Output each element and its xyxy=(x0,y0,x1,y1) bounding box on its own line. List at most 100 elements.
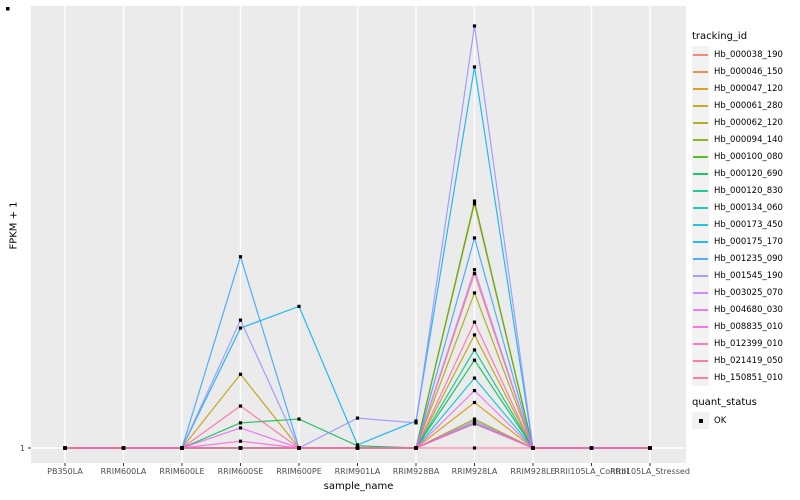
data-point xyxy=(472,320,477,324)
x-tick-label: RRIM600SE xyxy=(218,467,264,476)
data-point xyxy=(472,291,477,295)
data-point xyxy=(472,419,477,423)
legend-key-box xyxy=(692,250,709,267)
legend-item-label: Hb_000120_830 xyxy=(714,185,783,196)
data-point xyxy=(472,358,477,362)
legend-item-label: Hb_003025_070 xyxy=(714,287,783,298)
data-point xyxy=(472,271,477,276)
data-point xyxy=(472,348,477,352)
legend-item-Hb_000120_690: Hb_000120_690 xyxy=(692,165,798,182)
data-point xyxy=(414,446,418,450)
legend-item-label: Hb_000120_690 xyxy=(714,168,783,179)
data-point xyxy=(472,202,477,206)
data-point xyxy=(414,421,418,425)
legend-item-label: Hb_012399_010 xyxy=(714,338,783,349)
legend-item-label: Hb_150851_010 xyxy=(714,372,783,383)
legend-key-box xyxy=(692,148,709,165)
legend-item-Hb_000047_120: Hb_000047_120 xyxy=(692,80,798,97)
x-tick-label: RRIM928BA xyxy=(393,467,440,476)
legend-item-label: Hb_000038_190 xyxy=(714,49,783,60)
x-tick-label: RRIM901LA xyxy=(335,467,381,476)
line-swatch-icon xyxy=(693,122,708,124)
data-point xyxy=(648,446,652,450)
data-point xyxy=(63,446,67,450)
data-point xyxy=(238,255,243,259)
legend-item-label: Hb_000134_060 xyxy=(714,202,783,213)
legend-tracking-items: Hb_000038_190 Hb_000046_150 Hb_000047_12… xyxy=(692,46,798,386)
legend-key-box xyxy=(692,182,709,199)
legend-key-box xyxy=(692,165,709,182)
legend-item-label: Hb_000094_140 xyxy=(714,134,783,145)
data-point xyxy=(238,421,243,425)
data-point xyxy=(472,417,477,421)
legend-item-label: Hb_004680_030 xyxy=(714,304,783,315)
legend-key-box xyxy=(692,335,709,352)
x-tick-label: PB350LA xyxy=(47,467,83,476)
data-point xyxy=(472,389,477,393)
x-tick-label: RRIM600LE xyxy=(159,467,204,476)
data-point xyxy=(238,326,243,330)
legend-item-Hb_150851_010: Hb_150851_010 xyxy=(692,369,798,386)
legend-key-box xyxy=(692,216,709,233)
line-swatch-icon xyxy=(693,377,708,379)
data-point xyxy=(472,376,477,380)
data-point xyxy=(297,417,301,421)
data-point xyxy=(472,236,477,240)
legend-key-box xyxy=(692,284,709,301)
x-tick-label: RRIM928LE xyxy=(510,467,555,476)
line-swatch-icon xyxy=(693,173,708,175)
legend-panel: tracking_id Hb_000038_190 Hb_000046_150 … xyxy=(692,31,798,429)
data-point xyxy=(238,439,243,443)
x-tick-label: RRII105LA_Stressed xyxy=(610,467,690,476)
legend-key-box xyxy=(692,412,709,429)
data-point xyxy=(297,304,301,308)
legend-key-box xyxy=(692,114,709,131)
legend-item-ok: OK xyxy=(692,412,798,429)
legend-item-label: Hb_008835_010 xyxy=(714,321,783,332)
legend-item-label: Hb_000062_120 xyxy=(714,117,783,128)
line-swatch-icon xyxy=(693,139,708,141)
legend-item-Hb_000120_830: Hb_000120_830 xyxy=(692,182,798,199)
line-swatch-icon xyxy=(693,54,708,56)
legend-key-box xyxy=(692,352,709,369)
legend-item-Hb_000100_080: Hb_000100_080 xyxy=(692,148,798,165)
legend-key-box xyxy=(692,80,709,97)
legend-key-box xyxy=(692,63,709,80)
legend-item-label: Hb_000100_080 xyxy=(714,151,783,162)
legend-key-box xyxy=(692,301,709,318)
legend-key-box xyxy=(692,318,709,335)
x-tick-label: RRII105LA_Control xyxy=(554,467,628,476)
legend-item-Hb_003025_070: Hb_003025_070 xyxy=(692,284,798,301)
line-swatch-icon xyxy=(693,292,708,294)
x-tick-label: RRIM600PE xyxy=(276,467,322,476)
line-swatch-icon xyxy=(693,241,708,243)
legend-key-box xyxy=(692,369,709,386)
x-tick-label: RRIM928LA xyxy=(452,467,498,476)
y-axis-title: FPKM + 1 xyxy=(8,201,20,250)
legend-item-Hb_000173_450: Hb_000173_450 xyxy=(692,216,798,233)
legend-item-Hb_000094_140: Hb_000094_140 xyxy=(692,131,798,148)
legend-item-label: Hb_000061_280 xyxy=(714,100,783,111)
legend-key-box xyxy=(692,233,709,250)
legend-item-Hb_001235_090: Hb_001235_090 xyxy=(692,250,798,267)
data-point xyxy=(472,24,477,28)
data-point xyxy=(472,446,477,450)
data-point xyxy=(355,446,360,450)
data-point xyxy=(472,422,477,426)
stray-data-point xyxy=(6,7,10,11)
legend-item-label: Hb_001235_090 xyxy=(714,253,783,264)
data-point xyxy=(472,333,477,337)
legend-item-Hb_000046_150: Hb_000046_150 xyxy=(692,63,798,80)
legend-item-Hb_000134_060: Hb_000134_060 xyxy=(692,199,798,216)
x-axis-title: sample_name xyxy=(323,481,394,492)
line-swatch-icon xyxy=(693,224,708,226)
data-point xyxy=(238,318,243,322)
data-point xyxy=(297,446,301,450)
line-swatch-icon xyxy=(693,207,708,209)
data-point xyxy=(589,446,594,450)
data-point xyxy=(355,416,360,420)
legend-item-label: Hb_000047_120 xyxy=(714,83,783,94)
legend-item-Hb_021419_050: Hb_021419_050 xyxy=(692,352,798,369)
